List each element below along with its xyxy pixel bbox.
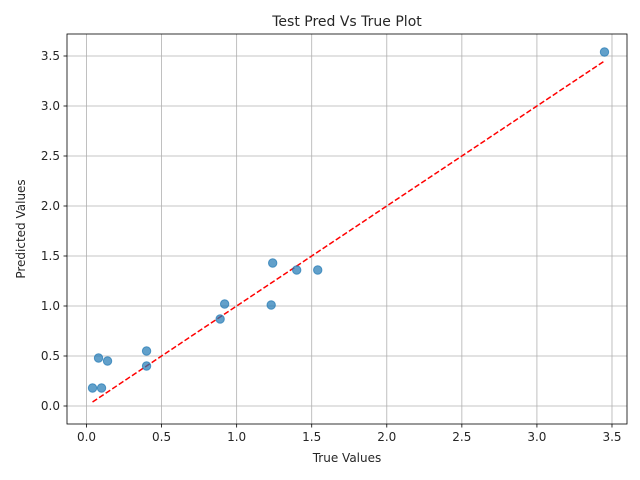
data-points (87, 47, 610, 393)
data-point (93, 353, 104, 363)
data-point (215, 314, 225, 324)
y-axis-label: Predicted Values (14, 179, 28, 278)
y-tick-label: 1.0 (41, 299, 60, 313)
x-tick-label: 1.0 (227, 430, 246, 444)
y-tick-label: 1.5 (41, 249, 60, 263)
data-point (96, 383, 107, 393)
data-point (102, 356, 113, 366)
data-point (141, 361, 152, 371)
data-point (219, 299, 230, 309)
y-tick-label: 0.5 (41, 349, 60, 363)
y-tick-label: 2.0 (41, 199, 60, 213)
plot-frame (66, 33, 628, 425)
x-axis-label: True Values (312, 451, 382, 465)
x-tick-label: 2.0 (377, 430, 396, 444)
y-tick-label: 3.5 (41, 49, 60, 63)
data-point (266, 300, 276, 310)
y-tick-label: 2.5 (41, 149, 60, 163)
plot-background (67, 34, 627, 424)
data-point (292, 265, 302, 275)
data-point (87, 383, 98, 393)
data-point (599, 47, 610, 57)
grid-lines (67, 34, 627, 424)
x-axis-ticks: 0.0 0.5 1.0 1.5 2.0 2.5 3.0 3.5 (77, 424, 622, 444)
y-tick-label: 0.0 (41, 399, 60, 413)
x-tick-label: 2.5 (452, 430, 471, 444)
y-tick-label: 3.0 (41, 99, 60, 113)
x-tick-label: 3.0 (527, 430, 546, 444)
x-tick-label: 0.5 (152, 430, 171, 444)
data-point (313, 265, 323, 275)
data-point (267, 258, 278, 268)
y-axis-ticks: 0.0 0.5 1.0 1.5 2.0 2.5 3.0 3.5 (41, 49, 67, 413)
chart-title: Test Pred Vs True Plot (271, 14, 422, 30)
data-point (141, 346, 152, 356)
x-tick-label: 0.0 (77, 430, 96, 444)
x-tick-label: 3.5 (602, 430, 621, 444)
x-tick-label: 1.5 (302, 430, 321, 444)
